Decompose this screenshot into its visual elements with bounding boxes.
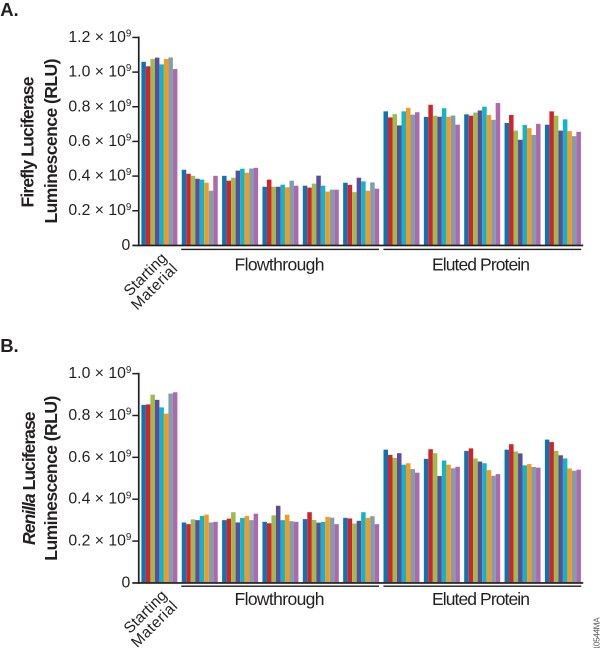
svg-text:Flowthrough: Flowthrough (235, 589, 325, 609)
svg-text:0.8 × 109: 0.8 × 109 (68, 407, 132, 424)
svg-text:1.0 × 109: 1.0 × 109 (68, 63, 132, 80)
svg-text:Renilla Luciferase: Renilla Luciferase (19, 411, 39, 545)
svg-text:Firefly Luciferase: Firefly Luciferase (17, 76, 37, 207)
svg-text:A.: A. (0, 0, 19, 20)
svg-text:Luminescence (RLU): Luminescence (RLU) (41, 396, 61, 561)
svg-text:0: 0 (122, 237, 131, 254)
svg-text:0.6 × 109: 0.6 × 109 (68, 448, 132, 465)
svg-text:0.8 × 109: 0.8 × 109 (68, 98, 132, 115)
svg-text:0.2 × 109: 0.2 × 109 (68, 202, 132, 219)
svg-text:0.4 × 109: 0.4 × 109 (68, 167, 132, 184)
svg-text:10544MA: 10544MA (592, 617, 600, 648)
svg-text:Flowthrough: Flowthrough (235, 254, 325, 274)
svg-text:1.0 × 109: 1.0 × 109 (68, 365, 132, 382)
svg-text:Eluted Protein: Eluted Protein (432, 589, 530, 609)
svg-text:Eluted Protein: Eluted Protein (432, 254, 530, 274)
svg-text:0.2 × 109: 0.2 × 109 (68, 532, 132, 549)
svg-text:Luminescence (RLU): Luminescence (RLU) (41, 59, 61, 224)
svg-text:1.2 × 109: 1.2 × 109 (68, 29, 132, 46)
svg-text:0: 0 (122, 574, 131, 591)
svg-text:0.6 × 109: 0.6 × 109 (68, 133, 132, 150)
svg-text:0.4 × 109: 0.4 × 109 (68, 490, 132, 507)
svg-text:B.: B. (0, 335, 19, 356)
